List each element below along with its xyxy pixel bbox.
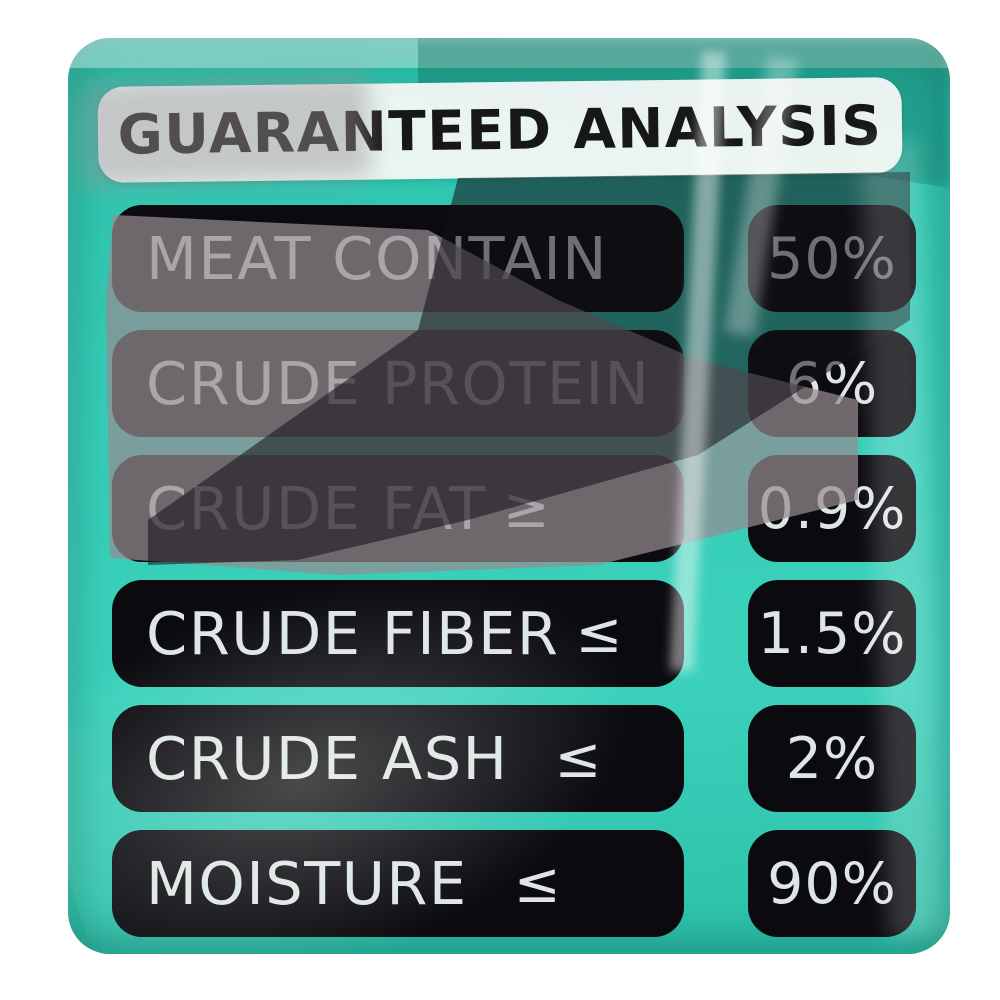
analysis-row: MOISTURE ≤ 90% xyxy=(112,830,924,937)
value-pill: 1.5% xyxy=(748,580,916,687)
value-pill: 0.9% xyxy=(748,455,916,562)
nutrient-value: 1.5% xyxy=(757,600,907,667)
less-equal-symbol: ≤ xyxy=(554,726,602,791)
label-panel: GUARANTEED ANALYSIS MEAT CONTAIN 50% CRU… xyxy=(68,38,950,954)
nutrient-value: 0.9% xyxy=(757,475,907,542)
nutrient-pill: MOISTURE ≤ xyxy=(112,830,684,937)
value-pill: 90% xyxy=(748,830,916,937)
analysis-row: MEAT CONTAIN 50% xyxy=(112,205,924,312)
nutrient-pill: CRUDE ASH ≤ xyxy=(112,705,684,812)
less-equal-symbol: ≤ xyxy=(575,601,623,666)
nutrient-pill: CRUDE PROTEIN xyxy=(112,330,684,437)
analysis-row: CRUDE PROTEIN 6% xyxy=(112,330,924,437)
nutrient-pill: CRUDE FIBER ≤ xyxy=(112,580,684,687)
analysis-row: CRUDE ASH ≤ 2% xyxy=(112,705,924,812)
value-pill: 2% xyxy=(748,705,916,812)
nutrient-value: 6% xyxy=(785,350,879,417)
nutrient-name: MOISTURE xyxy=(146,849,468,918)
nutrient-name: MEAT CONTAIN xyxy=(146,224,608,293)
less-equal-symbol: ≤ xyxy=(513,851,561,916)
analysis-row: CRUDE FAT ≥ 0.9% xyxy=(112,455,924,562)
nutrient-name: CRUDE ASH xyxy=(146,724,509,793)
nutrient-value: 2% xyxy=(785,725,879,792)
analysis-row: CRUDE FIBER ≤ 1.5% xyxy=(112,580,924,687)
greater-equal-symbol: ≥ xyxy=(502,476,550,541)
nutrient-pill: MEAT CONTAIN xyxy=(112,205,684,312)
nutrient-value: 50% xyxy=(767,225,897,292)
nutrient-value: 90% xyxy=(767,850,897,917)
nutrient-pill: CRUDE FAT ≥ xyxy=(112,455,684,562)
value-pill: 50% xyxy=(748,205,916,312)
nutrient-name: CRUDE PROTEIN xyxy=(146,349,651,418)
analysis-table: MEAT CONTAIN 50% CRUDE PROTEIN 6% CR xyxy=(68,38,950,954)
value-pill: 6% xyxy=(748,330,916,437)
nutrient-name: CRUDE FIBER xyxy=(146,599,560,668)
nutrient-name: CRUDE FAT xyxy=(146,474,487,543)
panel-top-highlight xyxy=(68,38,950,68)
